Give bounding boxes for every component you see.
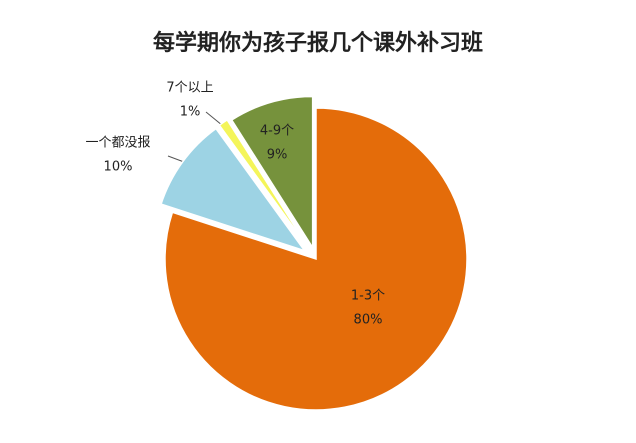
pie-slice — [160, 127, 307, 253]
pie-slice — [164, 107, 468, 411]
pie-slice — [218, 118, 309, 248]
slice-value-label: 10% — [104, 160, 133, 175]
slice-value-label: 9% — [267, 148, 288, 163]
leader-line — [167, 155, 185, 163]
slice-label: 4-9个 — [260, 124, 294, 139]
slice-label: 1-3个 — [351, 289, 385, 304]
slice-label: 一个都没报 — [85, 136, 150, 151]
slice-label: 7个以上 — [166, 81, 213, 96]
slice-value-label: 80% — [354, 313, 383, 328]
pie-slice — [230, 95, 314, 251]
chart-title: 每学期你为孩子报几个课外补习班 — [153, 30, 483, 56]
slice-value-label: 1% — [180, 105, 201, 120]
